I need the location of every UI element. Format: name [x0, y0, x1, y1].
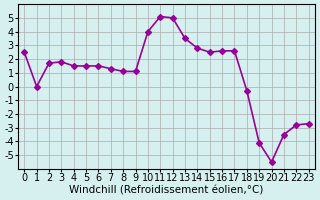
X-axis label: Windchill (Refroidissement éolien,°C): Windchill (Refroidissement éolien,°C) — [69, 186, 264, 196]
